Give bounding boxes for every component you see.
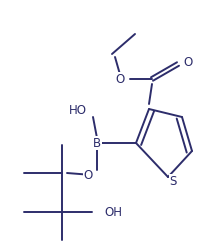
Text: B: B — [92, 137, 101, 150]
Text: O: O — [182, 56, 191, 69]
Text: O: O — [83, 169, 92, 182]
Text: O: O — [115, 73, 124, 86]
Text: OH: OH — [103, 206, 121, 219]
Text: S: S — [169, 175, 176, 188]
Text: HO: HO — [69, 104, 87, 117]
